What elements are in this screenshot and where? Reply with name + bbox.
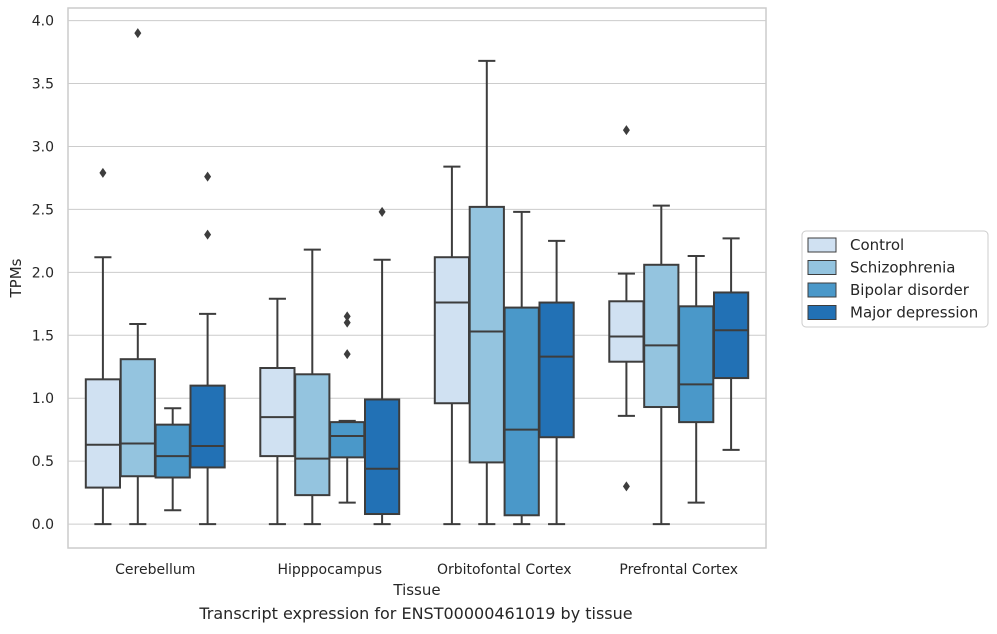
- box-3-0: [608, 125, 645, 492]
- figure-caption: Transcript expression for ENST0000046101…: [199, 604, 633, 623]
- box-rect: [608, 300, 645, 363]
- y-tick-label: 3.0: [32, 139, 54, 155]
- box-rect: [468, 205, 505, 464]
- box-0-1: [119, 28, 156, 526]
- outlier-point: [622, 125, 630, 136]
- box-2-1: [468, 59, 505, 526]
- y-tick-label: 4.0: [32, 14, 54, 30]
- box-1-2: [329, 311, 366, 504]
- boxes: [84, 28, 750, 526]
- legend-swatch: [807, 260, 837, 275]
- y-tick-label: 1.0: [32, 391, 54, 407]
- x-axis-label: Tissue: [392, 581, 440, 599]
- y-tick-label: 0.0: [32, 517, 54, 533]
- box-rect: [294, 373, 331, 497]
- legend: Control Schizophrenia Bipolar disorder Majo…: [801, 230, 989, 328]
- box-rect: [503, 306, 540, 517]
- box-2-0: [433, 165, 471, 526]
- box-rect: [119, 358, 156, 478]
- outlier-point: [99, 167, 107, 178]
- box-3-2: [678, 254, 715, 504]
- legend-swatch: [807, 237, 837, 253]
- y-tick-label: 1.5: [32, 328, 54, 344]
- x-tick-label: Cerebellum: [115, 562, 195, 578]
- box-rect: [433, 256, 471, 405]
- box-rect: [363, 398, 401, 516]
- outlier-point: [204, 171, 212, 182]
- legend-label: Major depression: [850, 304, 978, 322]
- box-1-0: [259, 297, 296, 526]
- outlier-point: [134, 28, 142, 39]
- y-tick-label: 2.5: [32, 202, 54, 218]
- outlier-point: [343, 349, 351, 360]
- outlier-point: [343, 317, 351, 328]
- box-rect: [643, 263, 680, 409]
- outlier-point: [378, 206, 386, 217]
- box-rect: [154, 423, 191, 479]
- y-axis-ticks: 0.0 0.5 1.0 1.5 2.0 2.5 3.0 3.5 4.0: [32, 14, 54, 533]
- y-tick-label: 0.5: [32, 454, 54, 470]
- box-0-2: [154, 407, 191, 512]
- box-rect: [712, 291, 750, 380]
- box-rect: [538, 301, 575, 439]
- outlier-point: [204, 229, 212, 240]
- box-0-0: [84, 167, 122, 526]
- box-rect: [189, 384, 226, 469]
- x-tick-label: Prefrontal Cortex: [619, 562, 738, 578]
- outlier-point: [343, 311, 351, 322]
- box-rect: [678, 305, 715, 424]
- x-tick-label: Hipppocampus: [277, 562, 382, 578]
- box-rect: [259, 367, 296, 458]
- box-3-1: [643, 204, 680, 526]
- y-axis-label: TPMs: [7, 258, 25, 298]
- box-0-3: [189, 171, 226, 526]
- box-3-3: [712, 237, 750, 451]
- box-rect: [329, 421, 366, 459]
- plot-frame: [67, 7, 767, 549]
- legend-frame: [801, 230, 989, 328]
- outlier-point: [622, 481, 630, 492]
- box-2-2: [503, 210, 540, 526]
- legend-swatch: [807, 282, 837, 298]
- box-2-3: [538, 239, 575, 526]
- y-tick-label: 2.0: [32, 265, 54, 281]
- legend-label: Control: [850, 236, 904, 254]
- box-1-1: [294, 248, 331, 526]
- y-tick-label: 3.5: [32, 77, 54, 93]
- x-tick-label: Orbitofontal Cortex: [437, 562, 572, 578]
- legend-swatch: [807, 305, 837, 320]
- legend-label: Schizophrenia: [850, 259, 955, 277]
- box-1-3: [363, 206, 401, 526]
- legend-label: Bipolar disorder: [850, 281, 970, 299]
- box-rect: [84, 378, 122, 489]
- x-axis-ticks: Cerebellum Hipppocampus Orbitofontal Corte…: [115, 562, 738, 578]
